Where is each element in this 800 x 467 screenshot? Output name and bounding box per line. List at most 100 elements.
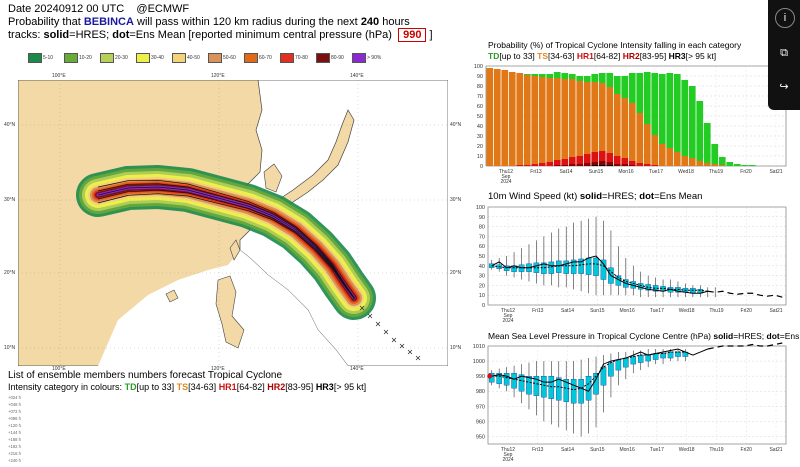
lon-label: 100°E: [52, 366, 66, 372]
bar-hr2: [576, 164, 584, 166]
bar-td: [613, 76, 621, 94]
y-tick-label: 0: [482, 303, 485, 309]
box: [600, 366, 607, 386]
table-row: +144 h: [8, 430, 21, 435]
y-tick-label: 90: [479, 215, 485, 221]
bar-td: [576, 76, 584, 81]
past-track-cross: [407, 349, 413, 355]
bar-ts: [696, 161, 704, 166]
x-tick-label: Sat14: [561, 308, 574, 314]
x-tick-label: Thu19: [709, 308, 723, 314]
bar-hr1: [576, 156, 584, 164]
legend-swatch: [28, 53, 42, 63]
x-tick-label: 2024: [502, 318, 513, 324]
table-row-label: +048 h: [8, 402, 21, 407]
past-track-cross: [367, 313, 373, 319]
y-tick-label: 1010: [473, 344, 485, 350]
y-tick-label: 50: [479, 254, 485, 260]
y-tick-label: 80: [477, 84, 483, 90]
bar-ts: [636, 113, 644, 163]
box: [563, 260, 569, 274]
box: [503, 372, 510, 386]
bar-td: [696, 101, 704, 161]
bar-ts: [486, 68, 494, 166]
table-row-label: +120 h: [8, 423, 21, 428]
share-icon[interactable]: ↪: [779, 81, 789, 93]
bar-hr1: [628, 161, 636, 165]
y-tick-label: 980: [476, 389, 485, 395]
box: [548, 376, 555, 399]
lat-label: 30°N: [4, 197, 16, 203]
table-row-label: +024 h: [8, 395, 21, 400]
bar-td: [651, 73, 659, 135]
box: [652, 353, 659, 360]
box: [637, 354, 644, 363]
x-tick-label: Fri20: [741, 447, 753, 453]
past-track-cross: [415, 355, 421, 361]
legend-swatch-label: 5-10: [43, 55, 54, 61]
box: [593, 257, 599, 276]
bar-hr1: [613, 156, 621, 164]
box: [548, 261, 555, 274]
bar-hr3: [606, 165, 614, 166]
legend-swatch: [244, 53, 258, 63]
bar-td: [666, 73, 674, 148]
bar-td: [628, 73, 636, 103]
copy-icon[interactable]: ⧉: [780, 47, 788, 59]
legend-swatch-label: 80-90: [331, 55, 344, 61]
pressure-chart-title: Mean Sea Level Pressure in Tropical Cycl…: [488, 331, 800, 341]
legend-swatch: [316, 53, 330, 63]
bar-hr3: [591, 165, 599, 166]
table-row-label: +096 h: [8, 416, 21, 421]
bar-hr2: [621, 164, 629, 166]
bar-td: [598, 73, 606, 83]
bar-hr2: [583, 163, 591, 166]
bar-ts: [606, 87, 614, 153]
y-tick-label: 60: [479, 244, 485, 250]
bar-hr2: [561, 165, 569, 166]
bar-ts: [583, 82, 591, 154]
intensity-chart-title-2: TD[up to 33] TS[34-63] HR1[64-82] HR2[83…: [488, 51, 717, 61]
map-hainan: [165, 289, 179, 303]
bar-hr1: [591, 152, 599, 162]
box: [556, 260, 562, 273]
x-tick-label: Wed18: [679, 447, 695, 453]
table-row: +120 h: [8, 423, 21, 428]
x-tick-label: Sun15: [590, 308, 605, 314]
ensemble-table-title: List of ensemble members numbers forecas…: [8, 370, 283, 381]
box: [585, 376, 592, 401]
storm-name: BEBINCA: [83, 16, 134, 28]
y-tick-label: 30: [477, 134, 483, 140]
bar-ts: [703, 163, 711, 166]
info-icon[interactable]: i: [775, 8, 795, 28]
bar-hr1: [583, 154, 591, 163]
x-tick-label: Mon16: [619, 308, 635, 314]
bar-hr1: [553, 160, 561, 165]
bar-hr3: [598, 165, 606, 166]
x-tick-label: Sep: [502, 174, 511, 180]
past-track-cross: [351, 295, 357, 301]
header-probability-line: Probability that BEBINCA will pass withi…: [8, 16, 410, 28]
y-tick-label: 70: [479, 234, 485, 240]
bar-hr1: [643, 164, 651, 166]
bar-ts: [508, 72, 516, 166]
y-tick-label: 100: [474, 64, 483, 70]
lat-label: 30°N: [450, 197, 462, 203]
y-tick-label: 100: [476, 205, 485, 211]
box: [578, 379, 584, 404]
table-row-label: +168 h: [8, 437, 21, 442]
bar-ts: [576, 81, 584, 156]
map-japan: [277, 109, 355, 205]
hres-line: [491, 255, 708, 294]
bar-td: [606, 73, 614, 87]
past-track-cross: [383, 329, 389, 335]
legend-swatch: [172, 53, 186, 63]
box: [511, 372, 517, 389]
past-track-cross: [391, 337, 397, 343]
bar-ts: [546, 78, 554, 162]
bar-td: [591, 74, 599, 82]
bar-td: [636, 73, 644, 113]
lat-label: 40°N: [4, 122, 16, 128]
